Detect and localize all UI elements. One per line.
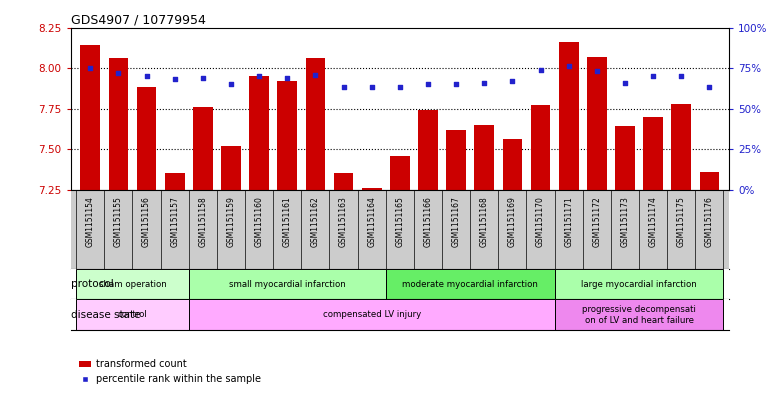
Text: compensated LV injury: compensated LV injury: [322, 310, 421, 319]
Point: [309, 72, 321, 78]
Point: [394, 84, 406, 91]
Point: [225, 81, 238, 87]
Point: [281, 75, 293, 81]
Bar: [221, 146, 241, 189]
Bar: [189, 299, 554, 330]
Text: GSM1151174: GSM1151174: [648, 196, 658, 247]
Bar: [76, 299, 189, 330]
Bar: [334, 173, 354, 189]
Text: GSM1151158: GSM1151158: [198, 196, 207, 247]
Point: [619, 79, 631, 86]
Text: GSM1151166: GSM1151166: [423, 196, 433, 247]
Bar: [278, 81, 297, 189]
Text: GSM1151161: GSM1151161: [283, 196, 292, 247]
Bar: [587, 57, 607, 189]
Bar: [418, 110, 437, 189]
Legend: transformed count, percentile rank within the sample: transformed count, percentile rank withi…: [75, 356, 265, 388]
Point: [590, 68, 603, 74]
Bar: [306, 58, 325, 189]
Text: GDS4907 / 10779954: GDS4907 / 10779954: [71, 13, 205, 26]
Text: control: control: [118, 310, 147, 319]
Bar: [503, 140, 522, 189]
Bar: [531, 105, 550, 189]
Text: GSM1151167: GSM1151167: [452, 196, 461, 247]
Point: [703, 84, 716, 91]
Point: [197, 75, 209, 81]
Point: [140, 73, 153, 79]
Text: GSM1151162: GSM1151162: [311, 196, 320, 247]
Bar: [390, 156, 410, 189]
Point: [506, 78, 519, 84]
Point: [337, 84, 350, 91]
Bar: [136, 88, 156, 189]
Point: [84, 65, 96, 71]
Point: [450, 81, 463, 87]
Bar: [362, 188, 382, 189]
Point: [253, 73, 266, 79]
Point: [675, 73, 688, 79]
Bar: [644, 117, 663, 189]
Point: [365, 84, 378, 91]
Point: [422, 81, 434, 87]
Text: GSM1151155: GSM1151155: [114, 196, 123, 247]
Bar: [165, 173, 184, 189]
Text: GSM1151175: GSM1151175: [677, 196, 686, 247]
Text: GSM1151160: GSM1151160: [255, 196, 263, 247]
Text: GSM1151170: GSM1151170: [536, 196, 545, 247]
Point: [562, 63, 575, 70]
Bar: [559, 42, 579, 189]
Bar: [76, 269, 189, 299]
Point: [534, 66, 546, 73]
Bar: [386, 269, 554, 299]
Text: sham operation: sham operation: [99, 280, 166, 289]
Text: GSM1151172: GSM1151172: [593, 196, 601, 247]
Point: [112, 70, 125, 76]
Text: moderate myocardial infarction: moderate myocardial infarction: [402, 280, 538, 289]
Text: large myocardial infarction: large myocardial infarction: [581, 280, 697, 289]
Text: GSM1151156: GSM1151156: [142, 196, 151, 247]
Bar: [474, 125, 494, 189]
Bar: [699, 172, 719, 189]
Text: progressive decompensati
on of LV and heart failure: progressive decompensati on of LV and he…: [583, 305, 696, 325]
Bar: [193, 107, 212, 189]
Text: small myocardial infarction: small myocardial infarction: [229, 280, 346, 289]
Text: GSM1151168: GSM1151168: [480, 196, 488, 247]
Text: GSM1151169: GSM1151169: [508, 196, 517, 247]
Text: GSM1151154: GSM1151154: [85, 196, 95, 247]
Bar: [615, 127, 635, 189]
Bar: [554, 269, 724, 299]
Point: [169, 76, 181, 83]
Bar: [671, 104, 691, 189]
Text: disease state: disease state: [71, 310, 140, 320]
Text: GSM1151159: GSM1151159: [227, 196, 235, 247]
Text: GSM1151165: GSM1151165: [395, 196, 405, 247]
Bar: [189, 269, 386, 299]
Text: GSM1151173: GSM1151173: [620, 196, 630, 247]
Text: GSM1151164: GSM1151164: [367, 196, 376, 247]
Bar: [554, 299, 724, 330]
Text: protocol: protocol: [71, 279, 114, 289]
Bar: [446, 130, 466, 189]
Bar: [108, 58, 129, 189]
Text: GSM1151176: GSM1151176: [705, 196, 714, 247]
Point: [647, 73, 659, 79]
Point: [478, 79, 491, 86]
Text: GSM1151157: GSM1151157: [170, 196, 180, 247]
Bar: [249, 76, 269, 189]
Bar: [81, 45, 100, 189]
Text: GSM1151171: GSM1151171: [564, 196, 573, 247]
Text: GSM1151163: GSM1151163: [339, 196, 348, 247]
